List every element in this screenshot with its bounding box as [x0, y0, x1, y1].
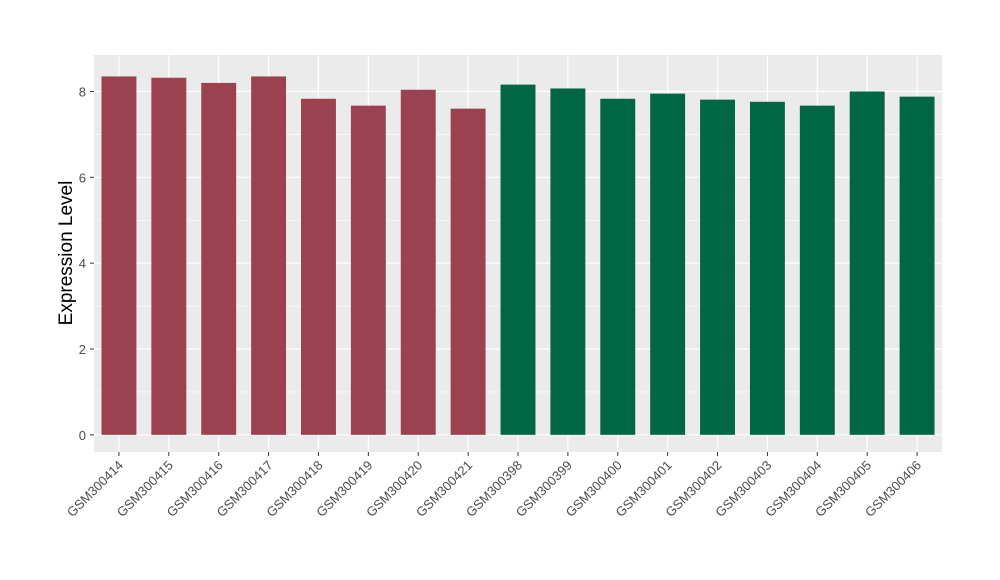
y-tick-label: 6: [79, 170, 86, 185]
bar-GSM300417: [251, 76, 287, 435]
bar-GSM300403: [749, 101, 785, 435]
bar-GSM300420: [400, 89, 436, 435]
bar-GSM300416: [201, 82, 237, 435]
bar-GSM300419: [350, 105, 386, 435]
bar-GSM300406: [899, 96, 935, 435]
bar-GSM300415: [151, 77, 187, 435]
bar-GSM300399: [550, 88, 586, 435]
y-tick-label: 4: [79, 256, 86, 271]
y-axis-label: Expression Level: [56, 181, 77, 326]
bar-GSM300400: [600, 98, 636, 435]
bar-GSM300401: [650, 93, 686, 435]
bar-GSM300421: [450, 108, 486, 435]
bar-GSM300405: [849, 91, 885, 435]
bar-GSM300404: [799, 105, 835, 435]
y-tick-label: 8: [79, 84, 86, 99]
bar-GSM300414: [101, 76, 137, 435]
bar-GSM300418: [301, 98, 336, 435]
bar-GSM300398: [500, 84, 536, 435]
y-tick-label: 0: [79, 428, 86, 443]
bar-GSM300402: [700, 99, 735, 435]
y-tick-label: 2: [79, 342, 86, 357]
